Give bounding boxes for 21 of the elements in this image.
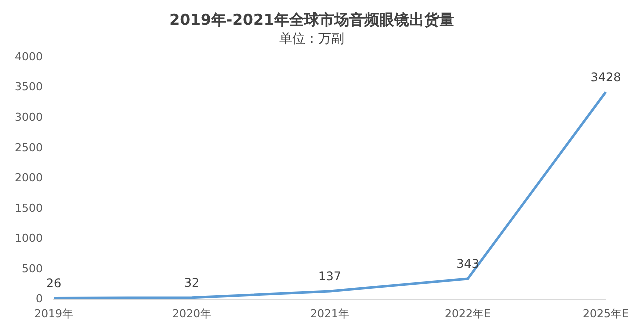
chart-title: 2019年-2021年全球市场音频眼镜出货量 bbox=[170, 10, 454, 29]
y-tick-label: 1500 bbox=[14, 202, 43, 215]
data-label: 343 bbox=[456, 257, 480, 272]
data-label: 32 bbox=[184, 276, 200, 290]
y-tick-label: 2500 bbox=[14, 141, 43, 154]
data-label: 26 bbox=[46, 276, 62, 290]
x-tick-label: 2020年 bbox=[172, 307, 212, 320]
x-tick-label: 2025年E bbox=[583, 307, 630, 320]
y-tick-label: 4000 bbox=[14, 50, 43, 64]
y-tick-label: 2000 bbox=[14, 172, 43, 185]
x-tick-label: 2021年 bbox=[310, 307, 350, 320]
chart-subtitle: 单位：万副 bbox=[280, 32, 344, 48]
y-tick-label: 0 bbox=[36, 292, 43, 306]
y-tick-label: 500 bbox=[22, 262, 43, 276]
y-tick-label: 1000 bbox=[14, 232, 43, 246]
data-label: 3428 bbox=[590, 70, 622, 84]
data-label: 137 bbox=[318, 270, 342, 284]
y-tick-label: 3500 bbox=[14, 80, 43, 94]
x-tick-label: 2022年E bbox=[445, 307, 492, 320]
x-tick-label: 2019年 bbox=[34, 307, 74, 320]
y-tick-label: 3000 bbox=[14, 111, 43, 124]
